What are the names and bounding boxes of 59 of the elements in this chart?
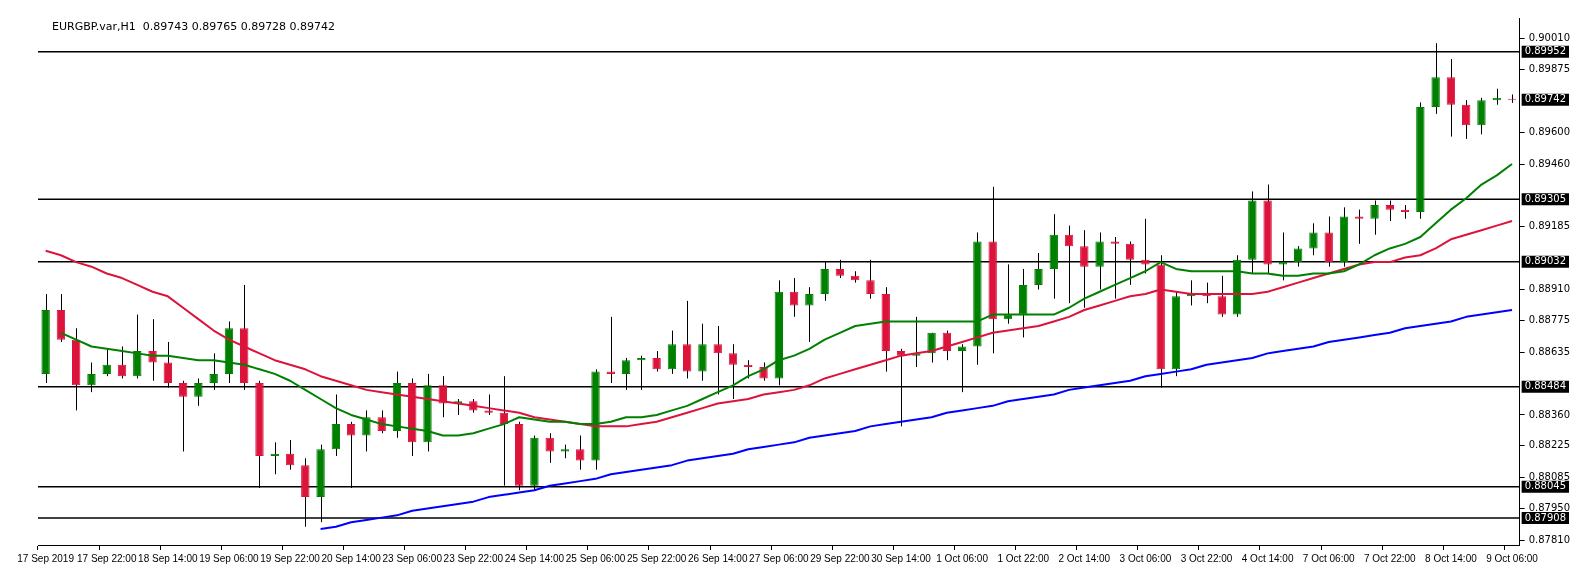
x-tick-label: 8 Oct 14:00 xyxy=(1425,552,1478,564)
x-tick-label: 7 Oct 06:00 xyxy=(1302,552,1355,564)
candlestick xyxy=(1461,99,1471,140)
x-tick-label: 23 Sep 22:00 xyxy=(443,552,504,564)
x-tick-label: 3 Oct 22:00 xyxy=(1180,552,1233,564)
y-tick-label: 0.88635 xyxy=(1528,345,1571,357)
ref-line-label: 0.89305 xyxy=(1524,192,1567,204)
candlestick xyxy=(1477,97,1486,135)
ref-line-label: 0.89032 xyxy=(1524,255,1567,267)
x-tick-label: 25 Sep 22:00 xyxy=(626,552,687,564)
y-tick-label: 0.89600 xyxy=(1528,125,1571,137)
y-tick-label: 0.88225 xyxy=(1528,439,1571,451)
x-tick-label: 18 Sep 14:00 xyxy=(138,552,199,564)
x-tick-label: 25 Sep 06:00 xyxy=(565,552,626,564)
y-tick-label: 0.88910 xyxy=(1528,283,1571,295)
ref-line-label: 0.88045 xyxy=(1524,480,1567,492)
x-tick-label: 27 Sep 06:00 xyxy=(749,552,810,564)
x-tick-label: 1 Oct 06:00 xyxy=(936,552,989,564)
candlestick xyxy=(576,434,585,471)
x-tick-label: 17 Sep 2019 xyxy=(17,552,75,564)
candlestick xyxy=(485,393,492,416)
candlestick xyxy=(285,439,295,471)
text: 0.89742 xyxy=(1524,93,1567,105)
x-tick-label: 24 Sep 14:00 xyxy=(504,552,565,564)
y-tick-label: 0.90010 xyxy=(1528,32,1571,44)
y-tick-label: 0.88360 xyxy=(1528,408,1571,420)
x-tick-label: 19 Sep 22:00 xyxy=(260,552,321,564)
ref-line-label: 0.88484 xyxy=(1524,380,1567,392)
x-tick-label: 20 Sep 14:00 xyxy=(321,552,382,564)
x-tick-label: 3 Oct 06:00 xyxy=(1119,552,1172,564)
chart-title: EURGBP.var,H1 0.89743 0.89765 0.89728 0.89742 xyxy=(52,20,336,34)
candlestick xyxy=(117,346,127,379)
candlestick xyxy=(102,348,111,377)
candlestick xyxy=(667,330,677,375)
candlestick xyxy=(805,286,814,343)
candlestick xyxy=(1309,222,1318,256)
ref-line-label: 0.89952 xyxy=(1524,45,1567,57)
x-tick-label: 19 Sep 06:00 xyxy=(199,552,260,564)
x-tick-label: 30 Sep 14:00 xyxy=(871,552,932,564)
ref-line-label: 0.87908 xyxy=(1524,511,1567,523)
y-tick-label: 0.88085 xyxy=(1528,471,1571,483)
x-tick-label: 9 Oct 06:00 xyxy=(1486,552,1539,564)
x-tick-label: 1 Oct 22:00 xyxy=(997,552,1050,564)
y-tick-label: 0.88775 xyxy=(1528,313,1571,325)
candlestick xyxy=(1217,275,1226,318)
y-tick-label: 0.87810 xyxy=(1528,534,1571,546)
x-tick-label: 26 Sep 14:00 xyxy=(687,552,748,564)
y-tick-label: 0.89185 xyxy=(1528,220,1571,232)
x-tick-label: 23 Sep 06:00 xyxy=(382,552,443,564)
y-tick-label: 0.87950 xyxy=(1528,502,1571,514)
x-tick-label: 2 Oct 14:00 xyxy=(1058,552,1111,564)
x-tick-label: 29 Sep 22:00 xyxy=(810,552,871,564)
y-tick-label: 0.89875 xyxy=(1528,62,1571,74)
x-tick-label: 7 Oct 22:00 xyxy=(1363,552,1417,564)
candlestick xyxy=(1355,209,1364,245)
x-tick-label: 17 Sep 22:00 xyxy=(76,552,137,564)
y-tick-label: 0.89460 xyxy=(1528,157,1571,169)
candlestick xyxy=(652,350,661,373)
x-tick-label: 4 Oct 14:00 xyxy=(1241,552,1294,564)
